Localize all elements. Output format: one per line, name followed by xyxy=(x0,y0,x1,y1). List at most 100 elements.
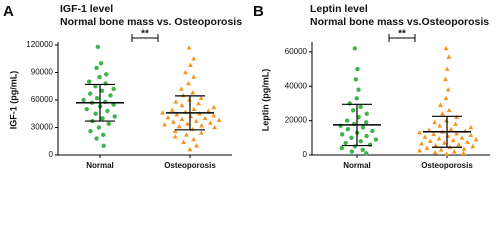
data-point xyxy=(191,56,197,61)
data-point xyxy=(103,81,108,86)
data-point xyxy=(101,132,106,138)
data-point xyxy=(468,132,474,138)
data-point xyxy=(170,119,176,124)
data-point xyxy=(101,143,106,149)
data-point xyxy=(94,136,99,141)
data-point xyxy=(198,130,204,135)
data-point xyxy=(179,116,185,122)
y-axis-label: IGF-1 (pg/mL) xyxy=(8,71,18,130)
data-point xyxy=(459,135,465,140)
data-point xyxy=(344,118,350,123)
data-point xyxy=(352,46,357,51)
data-point xyxy=(431,131,437,137)
data-point xyxy=(202,115,208,121)
data-point xyxy=(356,87,361,92)
y-tick-label: 0 xyxy=(49,150,54,159)
data-point xyxy=(98,61,104,66)
data-point xyxy=(216,117,222,122)
data-point xyxy=(349,149,355,154)
data-point xyxy=(367,142,373,147)
data-point xyxy=(461,150,466,156)
data-point xyxy=(95,44,101,50)
chart-title: Leptin level xyxy=(310,3,368,15)
data-point xyxy=(208,120,213,125)
data-point xyxy=(373,137,379,142)
data-point xyxy=(443,95,449,101)
y-tick-label: 30000 xyxy=(31,123,54,132)
data-point xyxy=(180,92,186,98)
data-point xyxy=(94,65,99,71)
data-point xyxy=(360,147,365,153)
data-point xyxy=(81,97,86,103)
data-point xyxy=(445,133,451,138)
y-tick-label: 60000 xyxy=(285,47,308,56)
data-point xyxy=(199,123,205,128)
data-point xyxy=(339,132,345,137)
data-point xyxy=(363,120,369,125)
data-point xyxy=(106,121,111,127)
data-point xyxy=(97,74,102,80)
data-point xyxy=(105,108,110,114)
data-point xyxy=(173,99,179,104)
data-point xyxy=(205,108,211,113)
data-point xyxy=(347,101,352,106)
data-point xyxy=(112,114,117,119)
data-point xyxy=(355,66,360,72)
y-tick-label: 0 xyxy=(303,150,308,159)
data-point xyxy=(438,102,443,107)
data-point xyxy=(174,112,180,117)
data-point xyxy=(176,123,182,129)
data-point xyxy=(343,140,348,146)
data-point xyxy=(456,142,462,147)
data-point xyxy=(349,135,354,141)
data-point xyxy=(165,114,171,120)
data-point xyxy=(432,119,438,125)
data-point xyxy=(191,136,197,142)
data-point xyxy=(473,136,479,142)
data-point xyxy=(360,125,366,130)
data-point xyxy=(443,45,449,51)
data-point xyxy=(183,69,188,75)
data-point xyxy=(190,126,195,132)
data-point xyxy=(172,128,178,133)
data-point xyxy=(198,95,204,100)
data-point xyxy=(454,130,459,136)
data-point xyxy=(444,151,450,156)
data-point xyxy=(100,116,105,121)
data-point xyxy=(446,54,452,59)
x-tick-label: Normal xyxy=(343,161,371,170)
data-point xyxy=(111,86,116,92)
data-point xyxy=(162,122,167,127)
data-point xyxy=(358,104,363,110)
y-tick-label: 20000 xyxy=(285,116,308,125)
significance-label: ** xyxy=(141,29,149,40)
data-point xyxy=(465,139,470,144)
data-point xyxy=(419,141,424,146)
data-point xyxy=(364,133,369,139)
data-point xyxy=(108,93,113,98)
data-point xyxy=(440,111,445,116)
data-point xyxy=(443,76,448,82)
data-point xyxy=(172,134,178,139)
data-point xyxy=(442,140,447,145)
data-point xyxy=(453,121,458,126)
data-point xyxy=(470,143,476,149)
data-point xyxy=(427,138,433,144)
data-point xyxy=(451,148,457,154)
y-tick-label: 40000 xyxy=(285,81,308,90)
data-point xyxy=(186,97,192,102)
chart-subtitle: Normal bone mass vs. Osteoporosis xyxy=(60,16,242,28)
data-point xyxy=(104,72,109,77)
data-point xyxy=(468,124,474,130)
data-point xyxy=(424,145,430,150)
data-point xyxy=(211,104,217,110)
y-axis-label: Leptin (pg/mL) xyxy=(260,69,270,132)
data-point xyxy=(191,74,196,79)
data-point xyxy=(196,101,201,106)
data-point xyxy=(422,134,428,139)
data-point xyxy=(354,96,359,101)
data-point xyxy=(186,80,191,86)
significance-label: ** xyxy=(398,29,406,40)
data-point xyxy=(358,139,364,144)
